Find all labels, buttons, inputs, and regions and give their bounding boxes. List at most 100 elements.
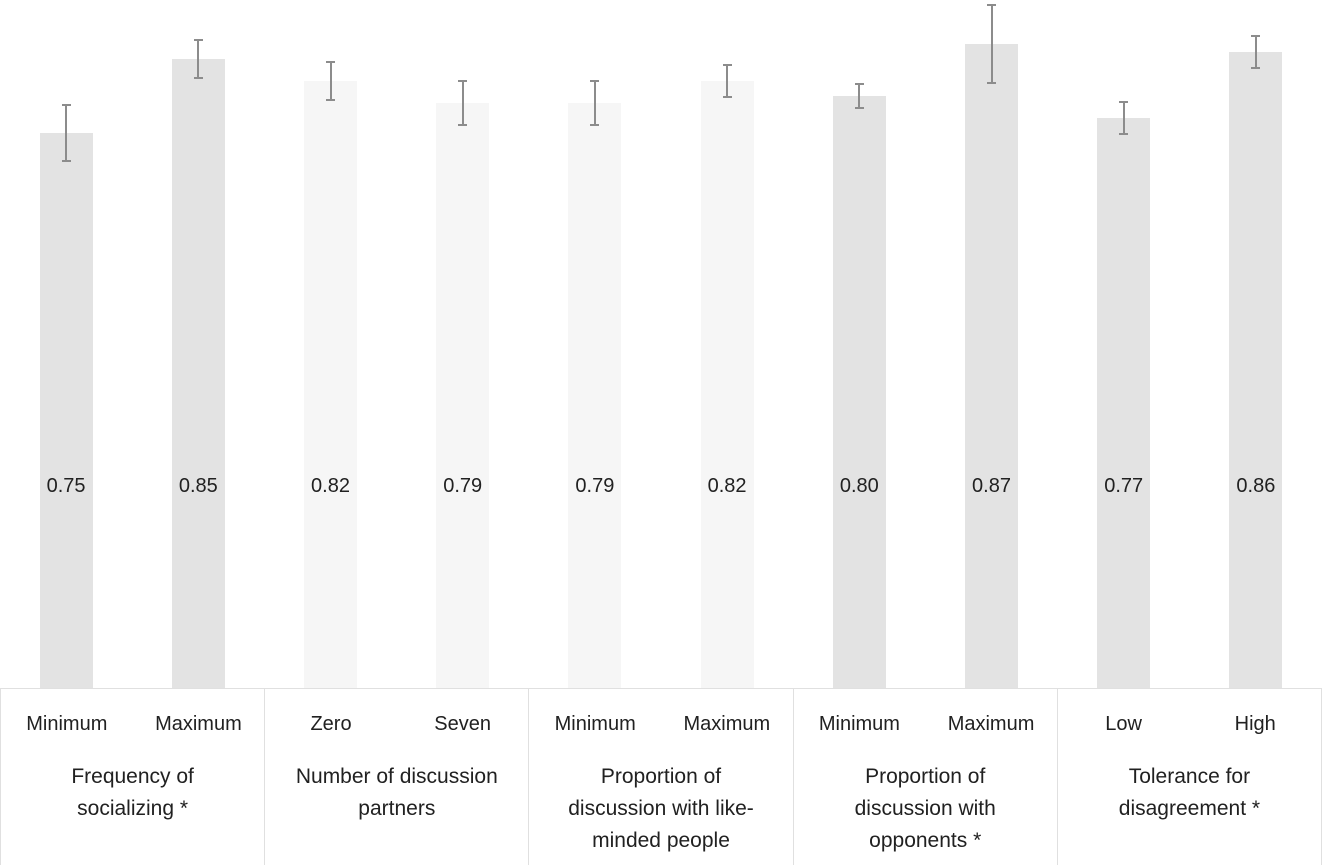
group-label: Tolerance for disagreement * — [1058, 761, 1321, 825]
error-bar — [326, 61, 335, 102]
category-group-cell: Minimum Maximum Proportion of discussion wi… — [529, 689, 794, 865]
category-group-cell: Low High Tolerance for disagreement * — [1058, 689, 1322, 865]
error-bar-line — [990, 4, 993, 85]
error-bar-line — [65, 104, 68, 162]
group-label: Number of discussion partners — [265, 761, 528, 825]
group-label-line: Frequency of — [71, 765, 194, 788]
error-bar-cap-bottom — [1119, 133, 1129, 136]
bar-value-label: 0.86 — [1236, 475, 1276, 497]
tick-label: Zero — [310, 713, 352, 735]
tick-label-row: Minimum Maximum — [529, 689, 792, 737]
error-bar-line — [593, 80, 596, 127]
bar-value-label: 0.77 — [1104, 475, 1144, 497]
error-bar-line — [1122, 101, 1125, 136]
error-bar — [590, 80, 600, 127]
error-bar — [61, 104, 71, 162]
error-bar-cap-bottom — [61, 159, 71, 162]
tick-label-row: Zero Seven — [265, 689, 528, 737]
error-bar — [987, 4, 996, 85]
error-bar-cap-bottom — [193, 76, 203, 79]
group-label: Frequency of socializing * — [1, 761, 264, 825]
group-label: Proportion of discussion with like-minded… — [529, 761, 792, 857]
group-label-line: disagreement * — [1118, 797, 1261, 820]
error-bar-line — [726, 64, 729, 99]
tick-label: Minimum — [26, 713, 108, 735]
error-bar-cap-top — [590, 80, 600, 83]
error-bar-line — [329, 61, 332, 102]
error-bar-cap-top — [854, 82, 864, 85]
error-bar-line — [197, 39, 200, 79]
tick-label: Minimum — [818, 713, 900, 735]
error-bar — [1251, 34, 1261, 69]
error-bar — [193, 39, 203, 79]
bar — [171, 59, 225, 688]
error-bar-cap-top — [326, 61, 335, 64]
category-group-cell: Minimum Maximum Frequency of socializing * — [1, 689, 266, 865]
tick-label-row: Minimum Maximum — [1, 689, 264, 737]
group-label-line: discussion with — [854, 797, 996, 820]
error-bar — [458, 80, 468, 127]
bar — [832, 96, 886, 688]
group-label-line: Proportion of — [865, 765, 986, 788]
error-bar-cap-top — [722, 64, 732, 67]
tick-label: Maximum — [947, 713, 1035, 735]
error-bar-cap-top — [193, 39, 203, 42]
error-bar — [854, 82, 864, 110]
bar — [1097, 118, 1151, 688]
error-bar-cap-bottom — [854, 107, 864, 110]
error-bar-cap-top — [61, 104, 71, 107]
group-label-line: Tolerance for — [1128, 765, 1251, 788]
error-bar-cap-bottom — [590, 124, 600, 127]
error-bar-cap-bottom — [987, 82, 996, 85]
category-group-cell: Minimum Maximum Proportion of discussion wi… — [794, 689, 1058, 865]
bar-value-label: 0.82 — [311, 475, 350, 497]
bar-value-label: 0.82 — [707, 475, 747, 497]
error-bar-cap-bottom — [458, 124, 468, 127]
error-bar-cap-top — [458, 80, 468, 83]
error-bar-cap-bottom — [326, 99, 335, 102]
group-label-line: socializing * — [77, 797, 189, 820]
error-bar — [1119, 101, 1129, 136]
category-axis: Minimum Maximum Frequency of socializing * Z… — [0, 688, 1322, 865]
bar-value-label: 0.80 — [839, 475, 879, 497]
category-group-cell: Zero Seven Number of discussion partners — [265, 689, 530, 865]
bar-value-label: 0.75 — [46, 475, 86, 497]
tick-label: Maximum — [683, 713, 771, 735]
error-bar-cap-top — [1119, 101, 1129, 104]
bar — [965, 44, 1018, 688]
tick-label: Seven — [434, 713, 491, 735]
error-bar-line — [461, 80, 464, 127]
error-bar-cap-top — [987, 4, 996, 7]
tick-label: Low — [1105, 713, 1142, 735]
error-bar-cap-top — [1251, 34, 1261, 37]
group-label: Proportion of discussion with opponents * — [794, 761, 1057, 857]
tick-label-row: Minimum Maximum — [794, 689, 1057, 737]
tick-label-row: Low High — [1058, 689, 1321, 737]
bar-value-label: 0.87 — [972, 475, 1011, 497]
group-label-line: opponents * — [869, 829, 982, 852]
group-label-line: minded people — [592, 829, 730, 852]
bar-value-label: 0.79 — [443, 475, 483, 497]
bar — [568, 103, 622, 688]
tick-label: High — [1234, 713, 1276, 735]
error-bar-line — [1254, 34, 1257, 69]
plot-area: 0.75 0.85 0.82 0.79 0.79 0.82 0.80 0.87 0.77 0.86 — [39, 4, 1283, 688]
bar — [700, 81, 754, 688]
bar-value-label: 0.79 — [575, 475, 615, 497]
error-bar — [722, 64, 732, 99]
bar-value-label: 0.85 — [178, 475, 218, 497]
group-label-line: Number of discussion — [295, 765, 498, 788]
tick-label: Maximum — [155, 713, 242, 735]
error-bar-cap-bottom — [1251, 66, 1261, 69]
bar — [1229, 51, 1283, 688]
group-label-line: Proportion of — [600, 765, 722, 788]
bar — [39, 133, 93, 688]
error-bar-cap-bottom — [722, 96, 732, 99]
tick-label: Minimum — [554, 713, 636, 735]
group-label-line: discussion with like- — [568, 797, 754, 820]
group-label-line: partners — [358, 797, 436, 820]
bar — [304, 81, 357, 688]
error-bar-line — [858, 82, 861, 110]
bar — [436, 103, 490, 688]
